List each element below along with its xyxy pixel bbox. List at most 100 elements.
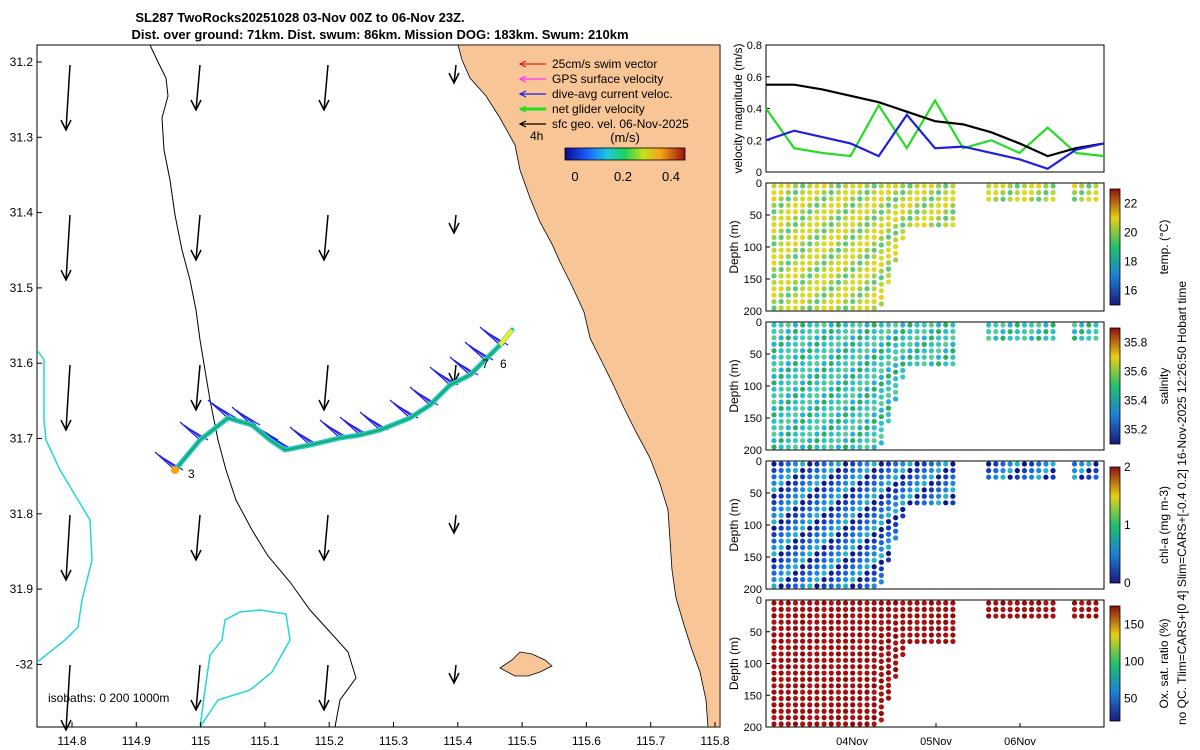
section-point (778, 557, 784, 563)
section-point (842, 613, 849, 619)
section-point (821, 254, 827, 260)
section-point (835, 538, 842, 544)
section-point (857, 644, 863, 651)
section-point (814, 279, 820, 285)
section-point (828, 480, 834, 486)
section-point (893, 335, 899, 342)
section-point (828, 380, 834, 386)
section-point (828, 437, 834, 444)
section-point (857, 570, 863, 576)
section-point (871, 431, 877, 437)
section-point (842, 266, 849, 273)
section-point (800, 670, 806, 676)
section-scatter (771, 322, 1099, 450)
section-point (835, 412, 842, 418)
section-point (778, 399, 784, 405)
section-point (850, 241, 856, 247)
section-point (864, 354, 870, 360)
section-point (771, 689, 777, 695)
section-point (778, 564, 784, 570)
section-point (835, 373, 842, 379)
section-point (893, 521, 899, 528)
section-point (807, 613, 813, 619)
section-point (907, 189, 913, 196)
section-point (893, 653, 899, 659)
section-point (878, 613, 884, 619)
section-point (785, 234, 791, 240)
section-point (771, 254, 777, 260)
velocity-y-tick-label: 0 (756, 167, 762, 179)
section-point (828, 532, 834, 538)
section-point (943, 328, 949, 335)
section-point (821, 412, 827, 418)
section-point (785, 254, 791, 260)
section-point (1086, 468, 1092, 474)
section-point (771, 412, 777, 418)
section-point (835, 638, 842, 644)
section-point (1071, 600, 1078, 606)
section-point (807, 651, 813, 657)
section-point (857, 412, 863, 418)
section-point (935, 335, 942, 341)
section-point (878, 222, 884, 228)
section-point (792, 286, 799, 292)
section-point (785, 487, 791, 493)
section-point (864, 418, 870, 424)
section-point (1036, 474, 1042, 480)
section-point (800, 613, 806, 619)
section-point (792, 322, 799, 328)
section-point (785, 683, 791, 689)
section-point (828, 695, 834, 702)
section-point (771, 619, 777, 625)
section-ylabel: Depth (m) (727, 359, 741, 412)
map-y-tick-label: 31.4 (10, 206, 34, 220)
section-point (792, 525, 799, 531)
section-point (800, 506, 806, 512)
section-point (814, 625, 820, 632)
section-point (828, 405, 834, 412)
section-point (935, 354, 942, 360)
section-point (828, 292, 834, 298)
section-point (1093, 461, 1099, 467)
section-point (1050, 600, 1056, 606)
section-point (885, 606, 892, 612)
section-point (885, 234, 892, 240)
section-point (821, 544, 827, 551)
section-point (950, 348, 956, 354)
section-point (800, 367, 806, 373)
section-point (900, 461, 906, 467)
section-point (907, 493, 913, 499)
current-vector (239, 412, 261, 426)
section-point (771, 367, 777, 373)
section-point (814, 298, 820, 305)
section-point (864, 493, 870, 499)
section-point (850, 305, 856, 311)
section-point (792, 254, 799, 260)
section-point (771, 721, 777, 727)
section-point (1029, 606, 1035, 613)
section-point (785, 425, 791, 431)
section-point (800, 493, 806, 499)
section-point (828, 683, 834, 689)
section-point (814, 380, 820, 386)
section-scatter (771, 183, 1099, 311)
section-point (835, 260, 842, 266)
section-point (1093, 606, 1099, 613)
section-point (928, 322, 935, 328)
section-point (778, 196, 784, 202)
section-point (807, 209, 813, 215)
section-point (850, 467, 856, 474)
section-point (871, 298, 877, 305)
section-point (921, 638, 927, 645)
section-point (857, 638, 863, 644)
section-point (864, 209, 870, 215)
section-point (785, 322, 791, 328)
section-point (828, 638, 834, 644)
section-point (807, 341, 813, 347)
section-point (1036, 461, 1042, 467)
section-point (821, 354, 827, 360)
section-point (800, 683, 806, 689)
velocity-y-tick-label: 0.2 (747, 135, 762, 147)
section-point (842, 431, 849, 437)
section-point (921, 222, 927, 228)
